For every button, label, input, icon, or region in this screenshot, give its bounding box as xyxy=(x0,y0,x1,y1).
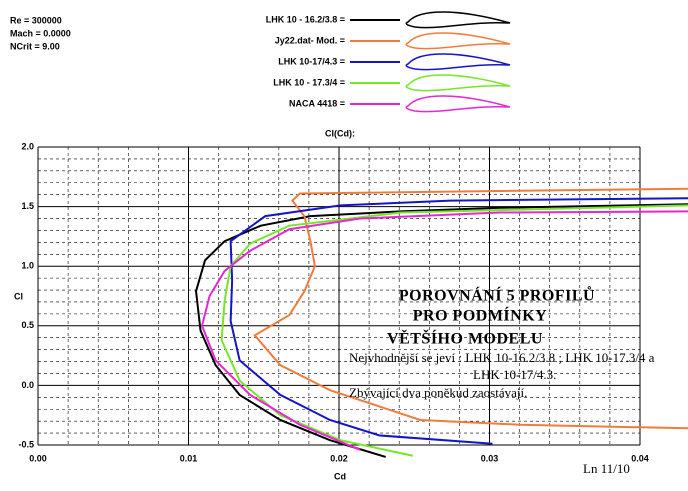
x-tick-label: 0.03 xyxy=(481,453,499,463)
annotation: VĚTŠÍHO MODELU xyxy=(387,329,543,348)
legend-label: LHK 10 - 17.3/4 = xyxy=(273,77,345,87)
legend-airfoil xyxy=(405,95,511,113)
annotation: POROVNÁNÍ 5 PROFILŮ xyxy=(399,286,595,305)
legend-label: Jy22.dat- Mod. = xyxy=(275,35,345,45)
legend-airfoil xyxy=(405,74,511,92)
annotation: PRO PODMÍNKY xyxy=(413,306,547,325)
series-line xyxy=(229,197,688,445)
annotation: LHK 10-17/4.3. xyxy=(473,367,556,382)
y-tick-label: -0.5 xyxy=(18,439,34,449)
chart-title: Cl(Cd): xyxy=(325,128,355,138)
legend-airfoil xyxy=(405,32,511,50)
annotation: Nejvhodnější se jeví : LHK 10-16.2/3.8 ;… xyxy=(349,350,655,365)
legend-label: NACA 4418 = xyxy=(289,98,345,108)
y-tick-label: 0.5 xyxy=(21,320,34,330)
series-line xyxy=(253,187,688,430)
series-line xyxy=(200,210,688,451)
plot: 0.00 0.01 0.02 0.03 0.04 -0.5 0.0 0.5 1.0 1.5 2.0 xyxy=(18,141,688,463)
annotation: Ln 11/10 xyxy=(583,461,630,476)
y-axis-label: Cl xyxy=(14,291,23,301)
x-tick-label: 0.01 xyxy=(180,453,198,463)
legend-airfoil xyxy=(405,11,511,29)
y-tick-label: 1.0 xyxy=(21,261,34,271)
param: Mach = 0.0000 xyxy=(10,28,71,38)
series-line xyxy=(195,203,688,458)
y-tick-label: 0.0 xyxy=(21,380,34,390)
legend-label: LHK 10-17/4.3 = xyxy=(278,56,345,66)
param: Re = 300000 xyxy=(10,15,62,25)
legend-label: LHK 10 - 16.2/3.8 = xyxy=(266,14,345,24)
legend-airfoil xyxy=(405,53,511,71)
x-axis-label: Cd xyxy=(334,471,346,481)
series-line xyxy=(220,204,688,457)
x-tick-label: 0.00 xyxy=(29,453,47,463)
x-tick-label: 0.02 xyxy=(330,453,348,463)
y-tick-label: 2.0 xyxy=(21,141,34,151)
param: NCrit = 9.00 xyxy=(10,41,60,51)
x-tick-label: 0.04 xyxy=(631,453,649,463)
y-tick-label: 1.5 xyxy=(21,201,34,211)
annotation: Zbývající dva poněkud zaostávají. xyxy=(349,385,527,400)
